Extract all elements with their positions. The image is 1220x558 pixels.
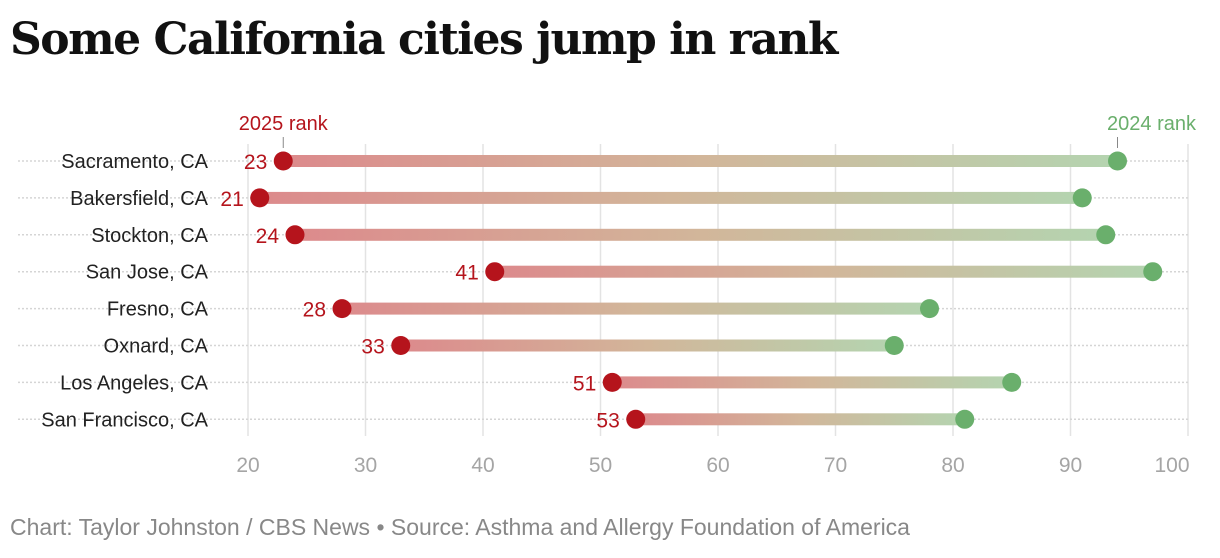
- point-2024: [884, 336, 904, 355]
- x-tick-label: 70: [824, 454, 847, 477]
- range-bar: [400, 339, 895, 352]
- point-2024: [955, 409, 975, 429]
- value-label-2025: 21: [220, 188, 243, 211]
- category-label: Fresno, CA: [107, 299, 209, 321]
- value-label-2025: 53: [596, 409, 619, 432]
- range-bar: [612, 376, 1012, 389]
- point-2025: [250, 188, 270, 208]
- point-2024: [920, 299, 939, 319]
- point-2025: [273, 151, 293, 171]
- range-bar: [295, 228, 1106, 241]
- x-tick-label: 60: [706, 454, 729, 477]
- x-tick-label: 30: [354, 454, 377, 477]
- x-tick-label: 50: [589, 454, 612, 477]
- category-label: Stockton, CA: [91, 225, 208, 247]
- point-2024: [1108, 151, 1127, 171]
- x-tick-label: 40: [471, 454, 494, 477]
- value-label-2025: 51: [573, 372, 596, 395]
- value-label-2025: 33: [361, 336, 384, 359]
- category-label: Los Angeles, CA: [60, 372, 209, 394]
- x-tick-label: 100: [1154, 454, 1189, 477]
- dumbbell-chart: 20 30 40 50 60 70 80 90 100 Sacramento, CA 23 Baker…: [18, 113, 1197, 477]
- range-bar: [342, 302, 930, 315]
- point-2025: [391, 336, 411, 355]
- x-tick-label: 80: [941, 454, 964, 477]
- range-bar: [494, 265, 1153, 278]
- value-label-2025: 23: [244, 151, 267, 174]
- category-label: Sacramento, CA: [61, 151, 208, 173]
- point-2025: [332, 299, 352, 319]
- point-2025: [602, 372, 622, 392]
- chart-title: Some California cities jump in rank: [10, 14, 838, 65]
- x-tick-label: 20: [236, 454, 259, 477]
- value-label-2025: 41: [455, 262, 478, 285]
- point-2024: [1072, 188, 1092, 208]
- chart-footer: Chart: Taylor Johnston / CBS News • Sour…: [10, 514, 910, 540]
- range-bar: [283, 155, 1118, 167]
- value-label-2025: 24: [256, 225, 280, 248]
- range-bar: [635, 413, 965, 426]
- x-tick-label: 90: [1059, 454, 1082, 477]
- point-2024: [1143, 262, 1163, 282]
- point-2025: [485, 262, 505, 282]
- point-2024: [1002, 372, 1022, 392]
- legend-2025: 2025 rank: [239, 113, 329, 135]
- legend-2024: 2024 rank: [1107, 113, 1197, 135]
- category-label: Oxnard, CA: [104, 336, 209, 358]
- point-2025: [626, 409, 646, 429]
- category-label: Bakersfield, CA: [70, 188, 208, 210]
- point-2024: [1096, 225, 1116, 245]
- value-label-2025: 28: [303, 299, 326, 322]
- category-label: San Jose, CA: [86, 262, 209, 284]
- range-bar: [259, 191, 1083, 204]
- point-2025: [285, 225, 305, 245]
- category-label: San Francisco, CA: [41, 409, 208, 431]
